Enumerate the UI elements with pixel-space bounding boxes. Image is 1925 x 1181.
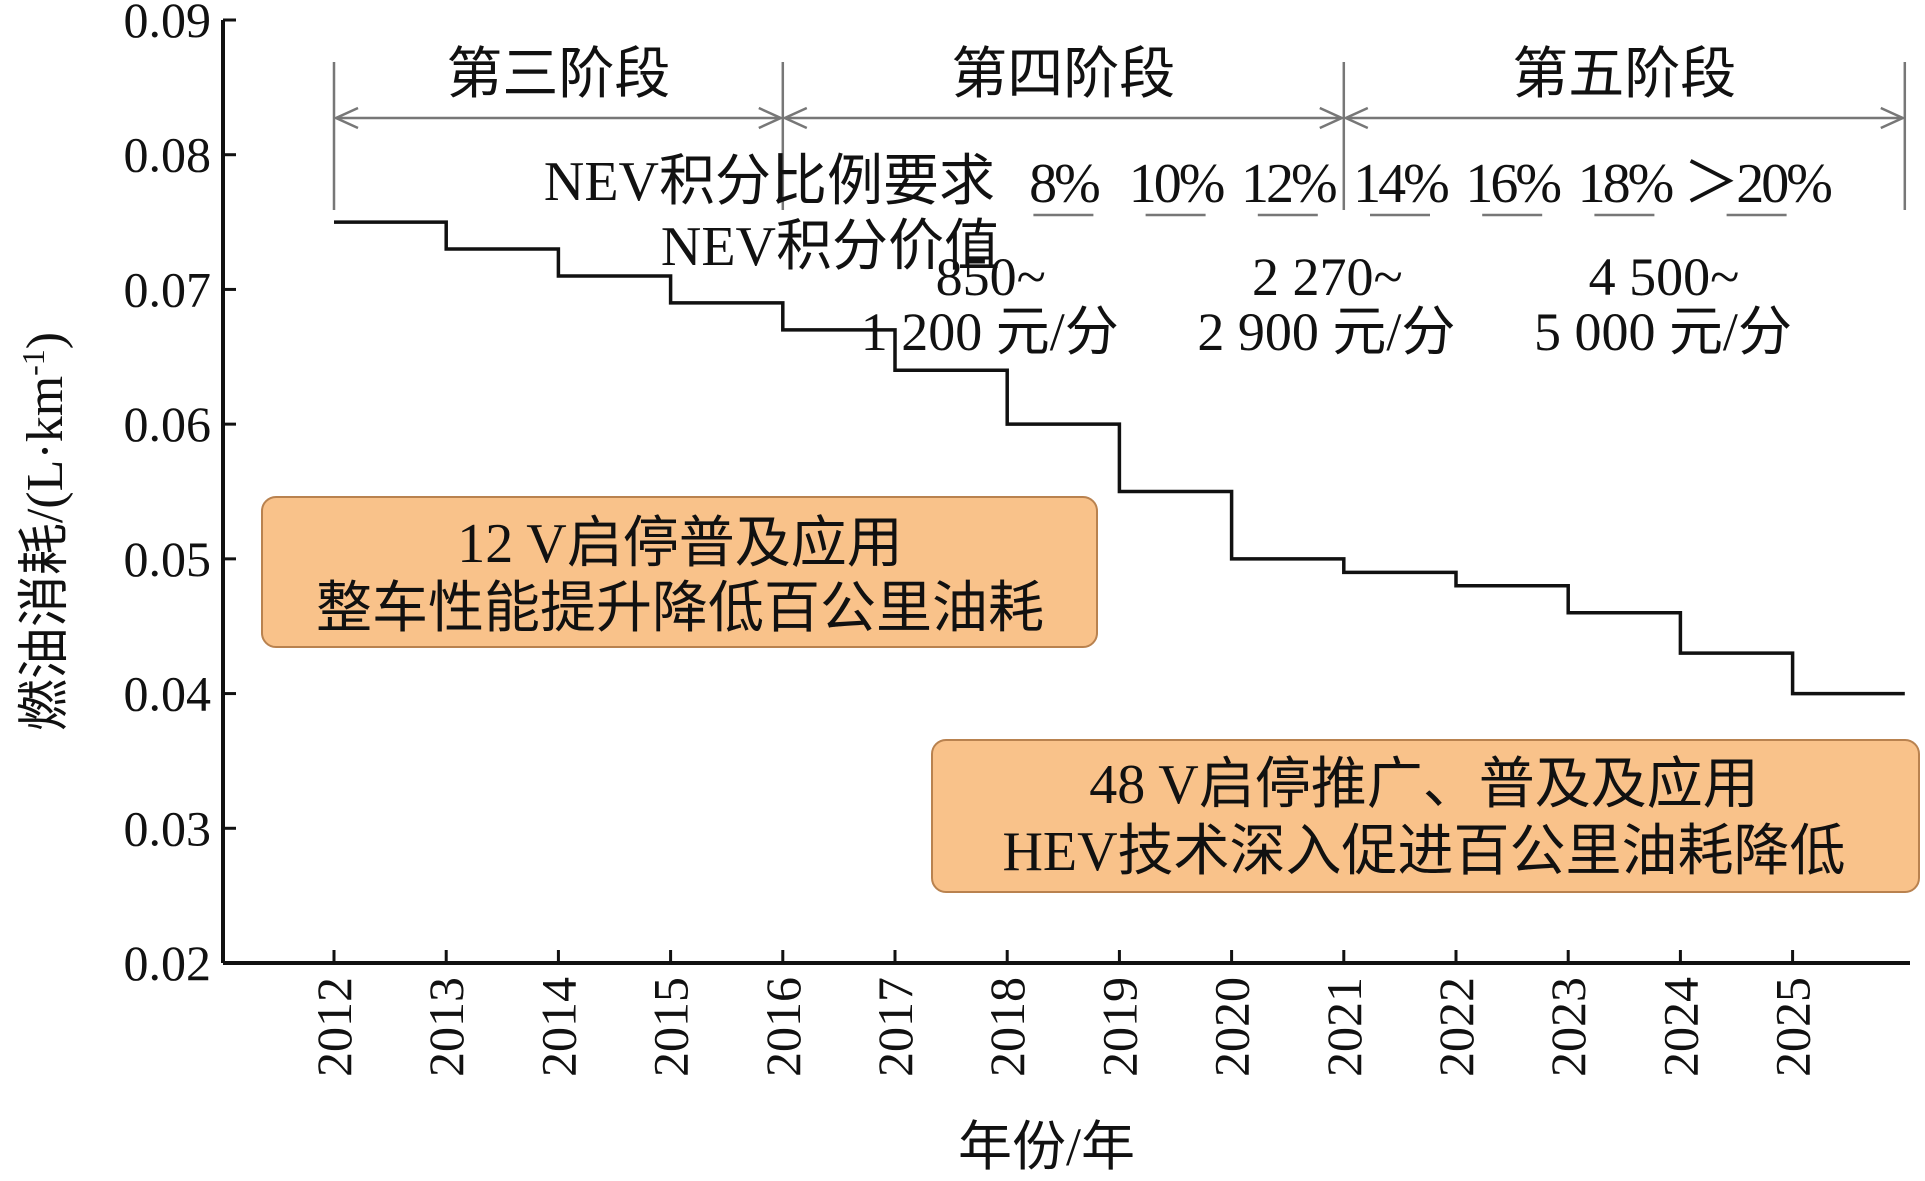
phase-label: 第四阶段: [951, 44, 1175, 106]
x-tick-label: 2021: [1316, 977, 1372, 1077]
nev-ratio-value: 12%: [1241, 153, 1336, 215]
x-tick-label: 2017: [867, 977, 923, 1077]
y-tick-label: 0.06: [124, 396, 212, 452]
x-axis-title: 年份/年: [958, 1117, 1135, 1177]
phase-arrowhead: [1880, 106, 1906, 130]
nev-ratio-value: ＞20%: [1683, 153, 1831, 215]
y-tick-label: 0.02: [124, 935, 212, 991]
annotation-box: [931, 739, 1920, 893]
y-axis-title: 燃油消耗/(L·km-1): [15, 332, 74, 731]
x-tick-label: 2024: [1652, 977, 1708, 1077]
nev-ratio-value: 16%: [1465, 153, 1560, 215]
y-tick-label: 0.07: [124, 261, 212, 317]
y-tick-label: 0.08: [124, 127, 212, 183]
x-tick-label: 2022: [1428, 977, 1484, 1077]
x-tick-label: 2015: [643, 977, 699, 1077]
nev-value-range-start: 850~: [936, 247, 1046, 307]
y-tick-label: 0.05: [124, 531, 212, 587]
x-tick-label: 2023: [1540, 977, 1596, 1077]
axes: 0.02 0.03 0.04 0.05 0.06 0.07 0.08 0.09 2012 2013…: [15, 0, 1910, 1177]
annotation-line: 48 V启停推广、普及及应用: [1089, 754, 1758, 816]
phase-arrowhead: [781, 106, 808, 130]
x-tick-label: 2019: [1091, 977, 1147, 1077]
nev-value-range-end: 5 000 元/分: [1534, 302, 1792, 362]
annotation-box: [261, 496, 1098, 648]
phase-arrowhead: [1342, 106, 1369, 130]
nev-value-range-start: 4 500~: [1589, 247, 1740, 307]
nev-ratio-label: NEV积分比例要求: [544, 151, 995, 213]
nev-ratio-value: 10%: [1129, 153, 1224, 215]
phase-arrowhead: [758, 106, 784, 130]
phase-brackets: 第三阶段 第四阶段 第五阶段: [332, 44, 1907, 210]
annotation-line: 整车性能提升降低百公里油耗: [316, 578, 1044, 640]
phase-arrowhead: [332, 106, 359, 130]
nev-annotations: NEV积分比例要求 8% 10% 12% 14% 16% 18% ＞20% NEV积分价值850…: [544, 151, 1834, 362]
nev-value-range-end: 1 200 元/分: [861, 302, 1119, 362]
phase-label: 第五阶段: [1512, 44, 1736, 106]
nev-value-range-end: 2 900 元/分: [1197, 302, 1455, 362]
x-tick-label: 2014: [530, 977, 586, 1077]
series-layer: [334, 220, 1905, 696]
phase-label: 第三阶段: [446, 44, 670, 106]
nev-value-label: NEV积分价值: [661, 216, 1000, 278]
fuel-step-line: [334, 220, 1905, 696]
nev-value-range-start: 2 270~: [1252, 247, 1403, 307]
y-tick-label: 0.03: [124, 800, 212, 856]
x-tick-label: 2020: [1204, 977, 1260, 1077]
nev-ratio-value: 14%: [1353, 153, 1448, 215]
nev-ratio-value: 18%: [1578, 153, 1673, 215]
x-tick-label: 2013: [418, 977, 474, 1077]
x-tick-label: 2012: [306, 977, 362, 1077]
x-tick-label: 2025: [1765, 977, 1821, 1077]
annotation-line: 12 V启停普及应用: [457, 513, 902, 575]
x-tick-label: 2016: [755, 977, 811, 1077]
phase-arrowhead: [1319, 106, 1345, 130]
nev-ratio-value: 8%: [1029, 153, 1099, 215]
y-tick-label: 0.04: [124, 666, 212, 722]
x-tick-label: 2018: [979, 977, 1035, 1077]
y-tick-label: 0.09: [124, 0, 212, 48]
annotation-line: HEV技术深入促进百公里油耗降低: [1002, 821, 1845, 883]
